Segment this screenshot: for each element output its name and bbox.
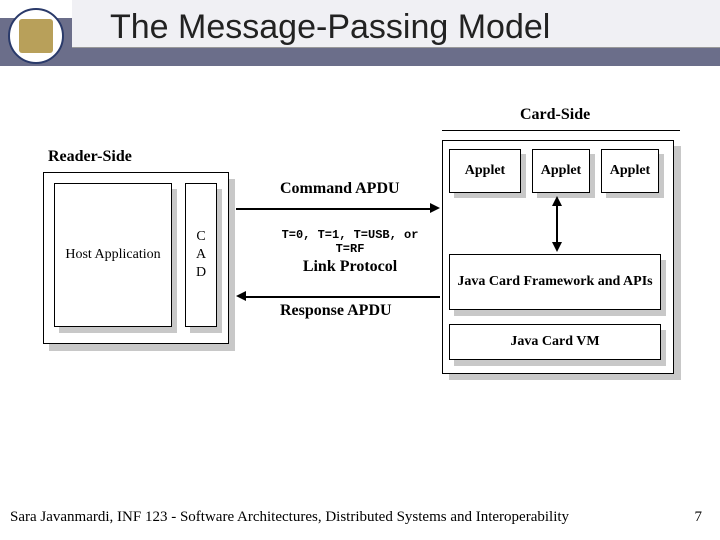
host-app-text: Host Application xyxy=(65,246,160,264)
vm-text: Java Card VM xyxy=(510,334,599,350)
vert-arrow-up xyxy=(552,196,562,206)
vm-box: Java Card VM xyxy=(449,324,661,360)
response-apdu-label: Response APDU xyxy=(280,302,392,320)
applet3-text: Applet xyxy=(610,163,650,179)
command-arrow-line xyxy=(236,208,431,210)
card-side-rule xyxy=(442,130,680,131)
applet1-text: Applet xyxy=(465,163,505,179)
framework-box: Java Card Framework and APIs xyxy=(449,254,661,310)
response-arrow-head xyxy=(236,291,246,301)
applet-box-2: Applet xyxy=(532,149,590,193)
diagram-area: Card-Side Reader-Side Host Application C… xyxy=(40,100,680,430)
response-arrow-line xyxy=(246,296,440,298)
link-protocol-label: Link Protocol xyxy=(270,258,430,276)
cad-text: C A D xyxy=(195,228,207,283)
applet-box-1: Applet xyxy=(449,149,521,193)
protocol-line: T=0, T=1, T=USB, or T=RF xyxy=(270,228,430,256)
applet-box-3: Applet xyxy=(601,149,659,193)
uc-seal-logo xyxy=(8,8,64,64)
framework-text: Java Card Framework and APIs xyxy=(457,273,652,291)
vert-arrow-down xyxy=(552,242,562,252)
command-arrow-head xyxy=(430,203,440,213)
vert-arrow-line xyxy=(556,204,558,244)
applet2-text: Applet xyxy=(541,163,581,179)
protocol-block: T=0, T=1, T=USB, or T=RF Link Protocol xyxy=(270,228,430,276)
slide-title: The Message-Passing Model xyxy=(110,8,550,47)
page-number: 7 xyxy=(695,509,703,526)
footer-text: Sara Javanmardi, INF 123 - Software Arch… xyxy=(10,509,569,526)
command-apdu-label: Command APDU xyxy=(280,180,400,198)
reader-side-label: Reader-Side xyxy=(48,148,132,166)
host-application-box: Host Application xyxy=(54,183,172,327)
card-side-label: Card-Side xyxy=(520,106,590,124)
cad-box: C A D xyxy=(185,183,217,327)
